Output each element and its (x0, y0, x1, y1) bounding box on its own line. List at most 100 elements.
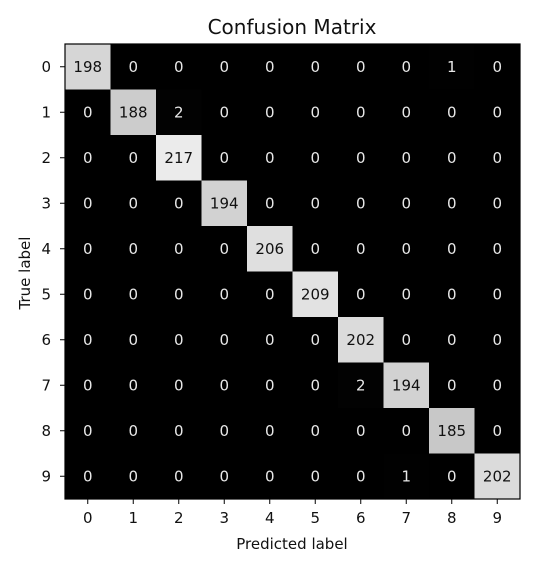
heatmap-cell (156, 317, 202, 363)
heatmap-cell (247, 453, 293, 500)
heatmap-cell (338, 44, 384, 90)
cell-value-label: 0 (310, 240, 320, 258)
cell-value-label: 0 (265, 149, 275, 167)
cell-value-label: 0 (310, 194, 320, 212)
cell-value-label: 0 (310, 331, 320, 349)
cell-value-labels: 198 0 0 0 0 0 0 0 1 0 0 188 2 0 0 0 0 0 0 0 0 0 217 0 0 0 0 0 0 0 0 0 0 1… (73, 58, 511, 486)
cell-value-label: 0 (174, 58, 184, 76)
heatmap-cell (338, 226, 384, 272)
heatmap-cell (292, 180, 339, 227)
heatmap-cell (201, 317, 248, 363)
heatmap-cell (429, 362, 475, 409)
heatmap-cell (338, 408, 384, 454)
heatmap-cell (247, 135, 293, 181)
heatmap-cell (201, 180, 248, 227)
cell-value-label: 0 (128, 376, 138, 394)
cell-value-label: 0 (83, 467, 93, 485)
heatmap-cell (292, 453, 339, 500)
heatmap-cell (65, 89, 111, 136)
heatmap-cell (110, 317, 157, 363)
cell-value-label: 0 (128, 285, 138, 303)
x-tick-label: 4 (265, 509, 275, 527)
heatmap-cell (383, 89, 430, 136)
heatmap-cell (383, 271, 430, 318)
cell-value-label: 0 (219, 240, 229, 258)
x-tick-label: 3 (219, 509, 229, 527)
cell-value-label: 0 (174, 240, 184, 258)
heatmap-cells (65, 44, 521, 500)
heatmap-cell (429, 44, 475, 90)
cell-value-label: 0 (83, 240, 93, 258)
heatmap-cell (292, 362, 339, 409)
cell-value-label: 0 (447, 194, 457, 212)
x-tick-label: 6 (356, 509, 366, 527)
cell-value-label: 0 (265, 376, 275, 394)
cell-value-label: 0 (310, 467, 320, 485)
heatmap-cell (201, 271, 248, 318)
heatmap-cell (292, 44, 339, 90)
heatmap-cell (292, 226, 339, 272)
heatmap-cell (65, 180, 111, 227)
y-tick-label: 1 (41, 103, 51, 121)
cell-value-label: 0 (128, 58, 138, 76)
heatmap-cell (383, 135, 430, 181)
y-tick-label: 4 (41, 240, 51, 258)
cell-value-label: 0 (310, 422, 320, 440)
cell-value-label: 0 (219, 331, 229, 349)
cell-value-label: 0 (447, 285, 457, 303)
heatmap-cell (65, 135, 111, 181)
heatmap-cell (110, 44, 157, 90)
heatmap-cell (65, 408, 111, 454)
heatmap-cell (201, 408, 248, 454)
cell-value-label: 2 (174, 103, 184, 121)
heatmap-cell (292, 271, 339, 318)
cell-value-label: 0 (401, 240, 411, 258)
cell-value-label: 0 (219, 285, 229, 303)
y-tick-label: 2 (41, 149, 51, 167)
cell-value-label: 0 (356, 240, 366, 258)
x-tick-label: 1 (128, 509, 138, 527)
cell-value-label: 0 (83, 331, 93, 349)
heatmap-cell (429, 89, 475, 136)
y-tick-label: 7 (41, 376, 51, 394)
y-axis-label: True label (16, 237, 34, 311)
cell-value-label: 1 (401, 467, 411, 485)
cell-value-label: 0 (83, 103, 93, 121)
y-tick-label: 5 (41, 285, 51, 303)
cell-value-label: 2 (356, 376, 366, 394)
heatmap-cell (292, 408, 339, 454)
heatmap-cell (474, 89, 521, 136)
cell-value-label: 0 (356, 58, 366, 76)
cell-value-label: 0 (219, 58, 229, 76)
heatmap-cell (110, 135, 157, 181)
cell-value-label: 0 (83, 376, 93, 394)
cell-value-label: 0 (265, 422, 275, 440)
cell-value-label: 0 (219, 467, 229, 485)
cell-value-label: 0 (128, 422, 138, 440)
heatmap-cell (429, 453, 475, 500)
cell-value-label: 202 (483, 467, 512, 485)
heatmap-cell (156, 44, 202, 90)
x-tick-label: 9 (492, 509, 502, 527)
heatmap-cell (247, 44, 293, 90)
heatmap-cell (65, 453, 111, 500)
heatmap-cell (338, 362, 384, 409)
cell-value-label: 0 (83, 194, 93, 212)
cell-value-label: 0 (447, 240, 457, 258)
cell-value-label: 0 (219, 422, 229, 440)
cell-value-label: 0 (401, 285, 411, 303)
cell-value-label: 0 (265, 103, 275, 121)
cell-value-label: 0 (174, 285, 184, 303)
heatmap-cell (429, 180, 475, 227)
heatmap-cell (338, 135, 384, 181)
heatmap-cell (247, 180, 293, 227)
heatmap-cell (110, 180, 157, 227)
cell-value-label: 0 (356, 422, 366, 440)
cell-value-label: 0 (401, 194, 411, 212)
cell-value-label: 0 (128, 331, 138, 349)
heatmap-cell (474, 44, 521, 90)
heatmap-cell (156, 135, 202, 181)
cell-value-label: 0 (310, 103, 320, 121)
cell-value-label: 0 (128, 467, 138, 485)
heatmap-cell (156, 89, 202, 136)
